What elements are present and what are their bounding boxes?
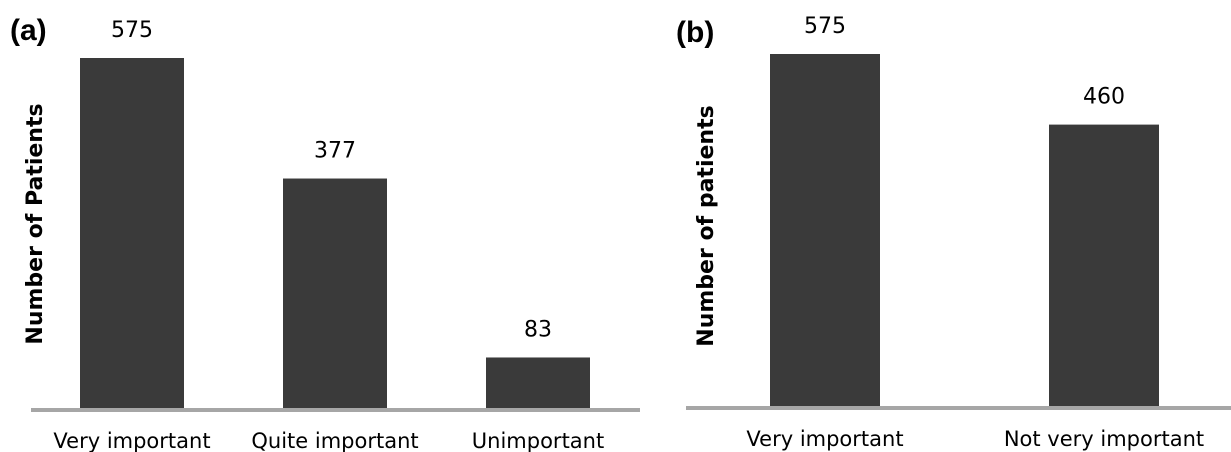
panel-b-y-axis-label: Number of patients: [694, 105, 719, 346]
panel-a-tick-labels: Very important Quite important Unimportant: [53, 429, 604, 452]
panel-a-bar-quite-important: [283, 178, 387, 408]
panel-a-tick-label-very-important: Very important: [53, 429, 210, 452]
panel-a-data-label-unimportant: 83: [524, 317, 552, 342]
panel-b-bar-not-very-important: [1049, 124, 1159, 407]
panel-a-tick-label-quite-important: Quite important: [251, 429, 418, 452]
panel-a-data-label-quite-important: 377: [314, 139, 356, 164]
chart-panel-a: (a) Number of Patients 575 377 83 Very imp…: [10, 14, 640, 452]
panel-b-tick-label-very-important: Very important: [746, 427, 903, 451]
panel-a-tick-label-unimportant: Unimportant: [472, 429, 604, 452]
panel-b-data-label-not-very-important: 460: [1083, 85, 1125, 110]
panel-a-y-axis-label: Number of Patients: [23, 103, 48, 344]
panel-b-data-labels: 575 460: [804, 14, 1125, 110]
panel-b-label: (b): [676, 16, 714, 49]
panel-a-bar-very-important: [80, 58, 184, 408]
panel-a-label: (a): [10, 14, 47, 47]
panel-a-data-labels: 575 377 83: [111, 18, 552, 342]
panel-a-data-label-very-important: 575: [111, 18, 153, 43]
chart-panel-b: (b) Number of patients 575 460 Very impor…: [676, 14, 1231, 451]
panel-b-tick-label-not-very-important: Not very important: [1004, 427, 1204, 451]
panel-b-data-label-very-important: 575: [804, 14, 846, 39]
panel-b-bars: [770, 54, 1159, 407]
panel-b-bar-very-important: [770, 54, 880, 407]
panel-a-bar-unimportant: [486, 357, 590, 408]
panel-b-tick-labels: Very important Not very important: [746, 427, 1204, 451]
panel-a-bars: [80, 58, 590, 408]
